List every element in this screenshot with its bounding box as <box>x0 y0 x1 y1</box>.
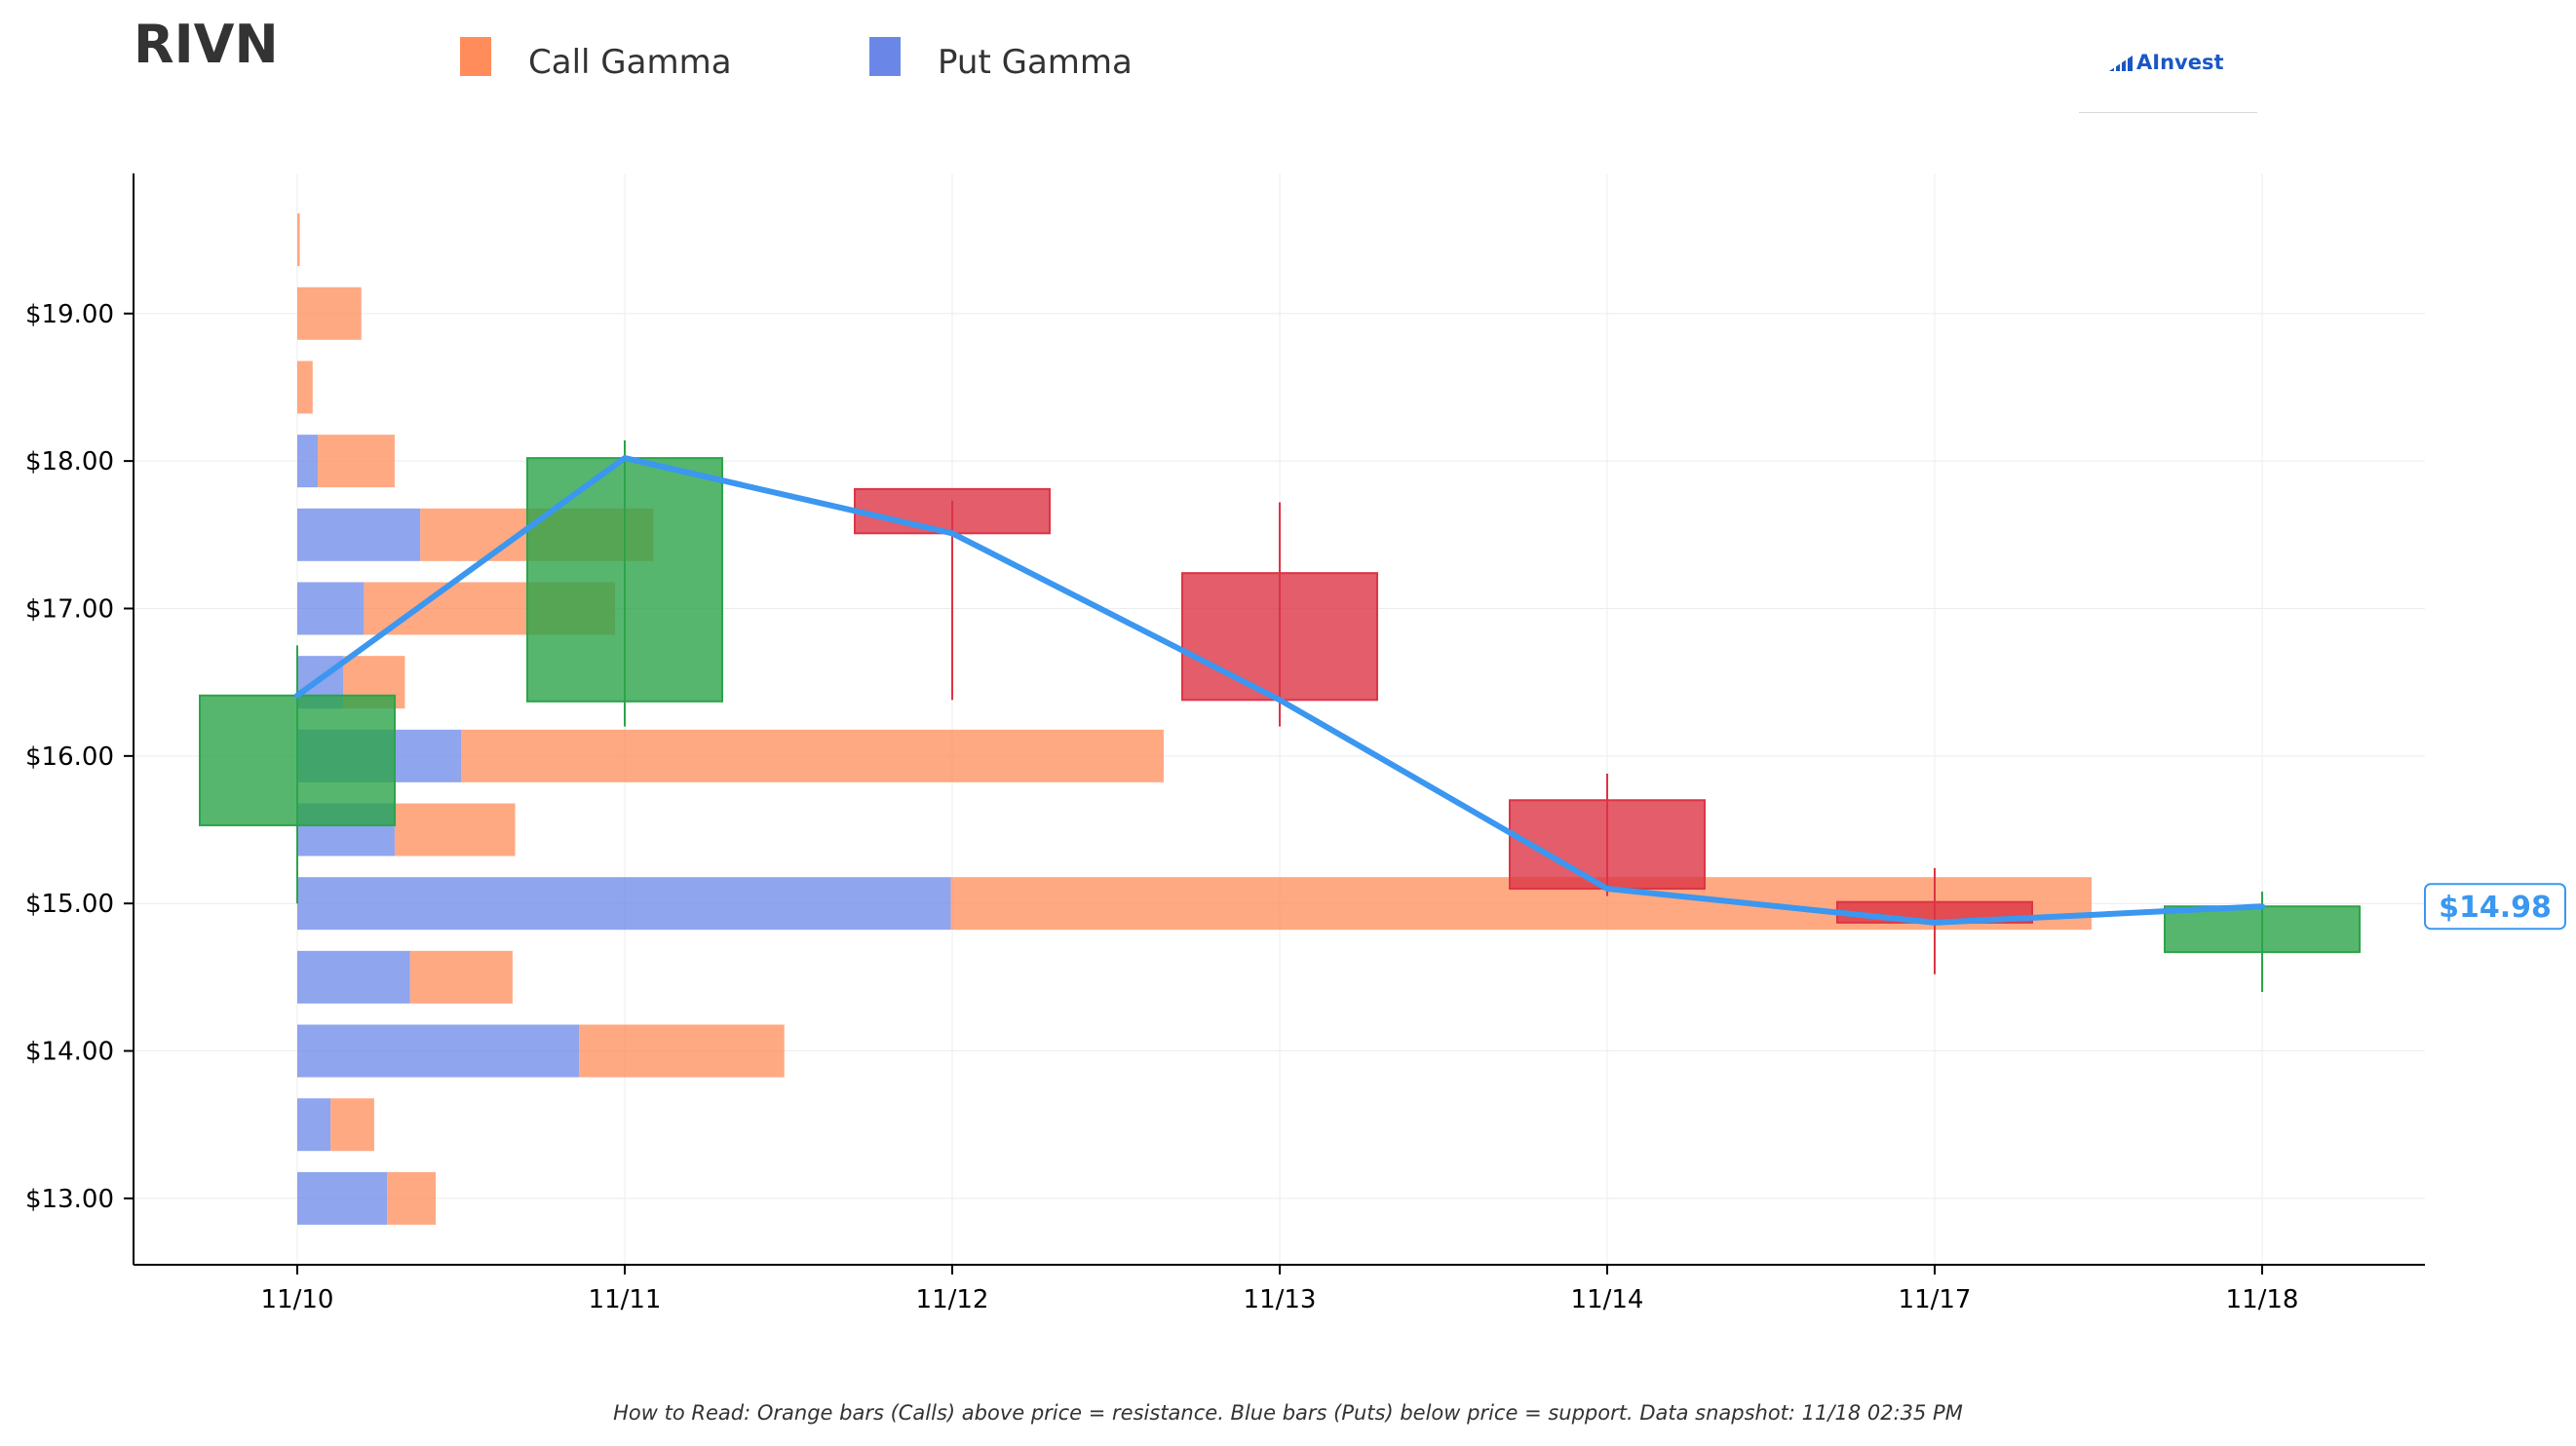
x-tick-label: 11/10 <box>261 1285 334 1314</box>
put-gamma-bar <box>297 435 319 488</box>
call-gamma-bar <box>297 213 300 267</box>
x-tick-label: 11/14 <box>1571 1285 1644 1314</box>
brand-divider <box>2079 112 2257 113</box>
call-gamma-bar <box>409 950 513 1004</box>
y-tick-label: $18.00 <box>25 447 114 476</box>
candle-body-down <box>854 487 1051 535</box>
put-gamma-bar <box>297 1098 331 1152</box>
ticker-title: RIVN <box>134 14 279 75</box>
put-gamma-bar <box>297 877 951 931</box>
y-tick-label: $17.00 <box>25 594 114 624</box>
legend-swatch-put <box>869 37 901 76</box>
current-price-label: $14.98 <box>2439 891 2552 925</box>
legend-label-put: Put Gamma <box>938 43 1133 82</box>
call-gamma-bar <box>318 435 395 488</box>
legend-label-call: Call Gamma <box>528 43 732 82</box>
y-tick-label: $15.00 <box>25 890 114 919</box>
call-gamma-bar <box>461 729 1164 782</box>
put-gamma-bar <box>297 1171 388 1225</box>
call-gamma-bar <box>330 1098 374 1152</box>
call-gamma-bar <box>579 1024 785 1078</box>
put-gamma-bar <box>297 582 365 635</box>
candle-body-up <box>199 694 396 826</box>
gamma-candlestick-chart: $13.00 $14.00 $15.00 $16.00 $17.00 $18.00 $19.… <box>25 173 2566 1314</box>
x-tick-label: 11/17 <box>1899 1285 1972 1314</box>
x-tick-label: 11/11 <box>589 1285 662 1314</box>
brand-logo-icon <box>2109 56 2133 71</box>
y-tick-label: $13.00 <box>25 1185 114 1214</box>
call-gamma-bar <box>297 286 362 340</box>
call-gamma-bar <box>394 803 516 856</box>
put-gamma-bar <box>297 950 410 1004</box>
y-tick-label: $16.00 <box>25 742 114 772</box>
candle-body-up <box>526 457 723 703</box>
brand-name: AInvest <box>2136 51 2224 74</box>
x-tick-label: 11/12 <box>916 1285 989 1314</box>
y-tick-label: $19.00 <box>25 300 114 329</box>
candle-body-up <box>2164 905 2361 954</box>
how-to-read-footnote: How to Read: Orange bars (Calls) above p… <box>613 1401 1963 1425</box>
put-gamma-bar <box>297 1024 580 1078</box>
candle-body-down <box>1181 572 1378 702</box>
x-tick-label: 11/13 <box>1244 1285 1317 1314</box>
call-gamma-bar <box>387 1171 437 1225</box>
x-tick-label: 11/18 <box>2226 1285 2299 1314</box>
close-price-line <box>294 455 2265 926</box>
put-gamma-bar <box>297 508 421 561</box>
legend-swatch-call <box>460 37 491 76</box>
call-gamma-bar <box>297 361 313 414</box>
y-tick-label: $14.00 <box>25 1038 114 1067</box>
current-price-badge <box>2424 883 2566 931</box>
candle-body-down <box>1509 799 1706 891</box>
